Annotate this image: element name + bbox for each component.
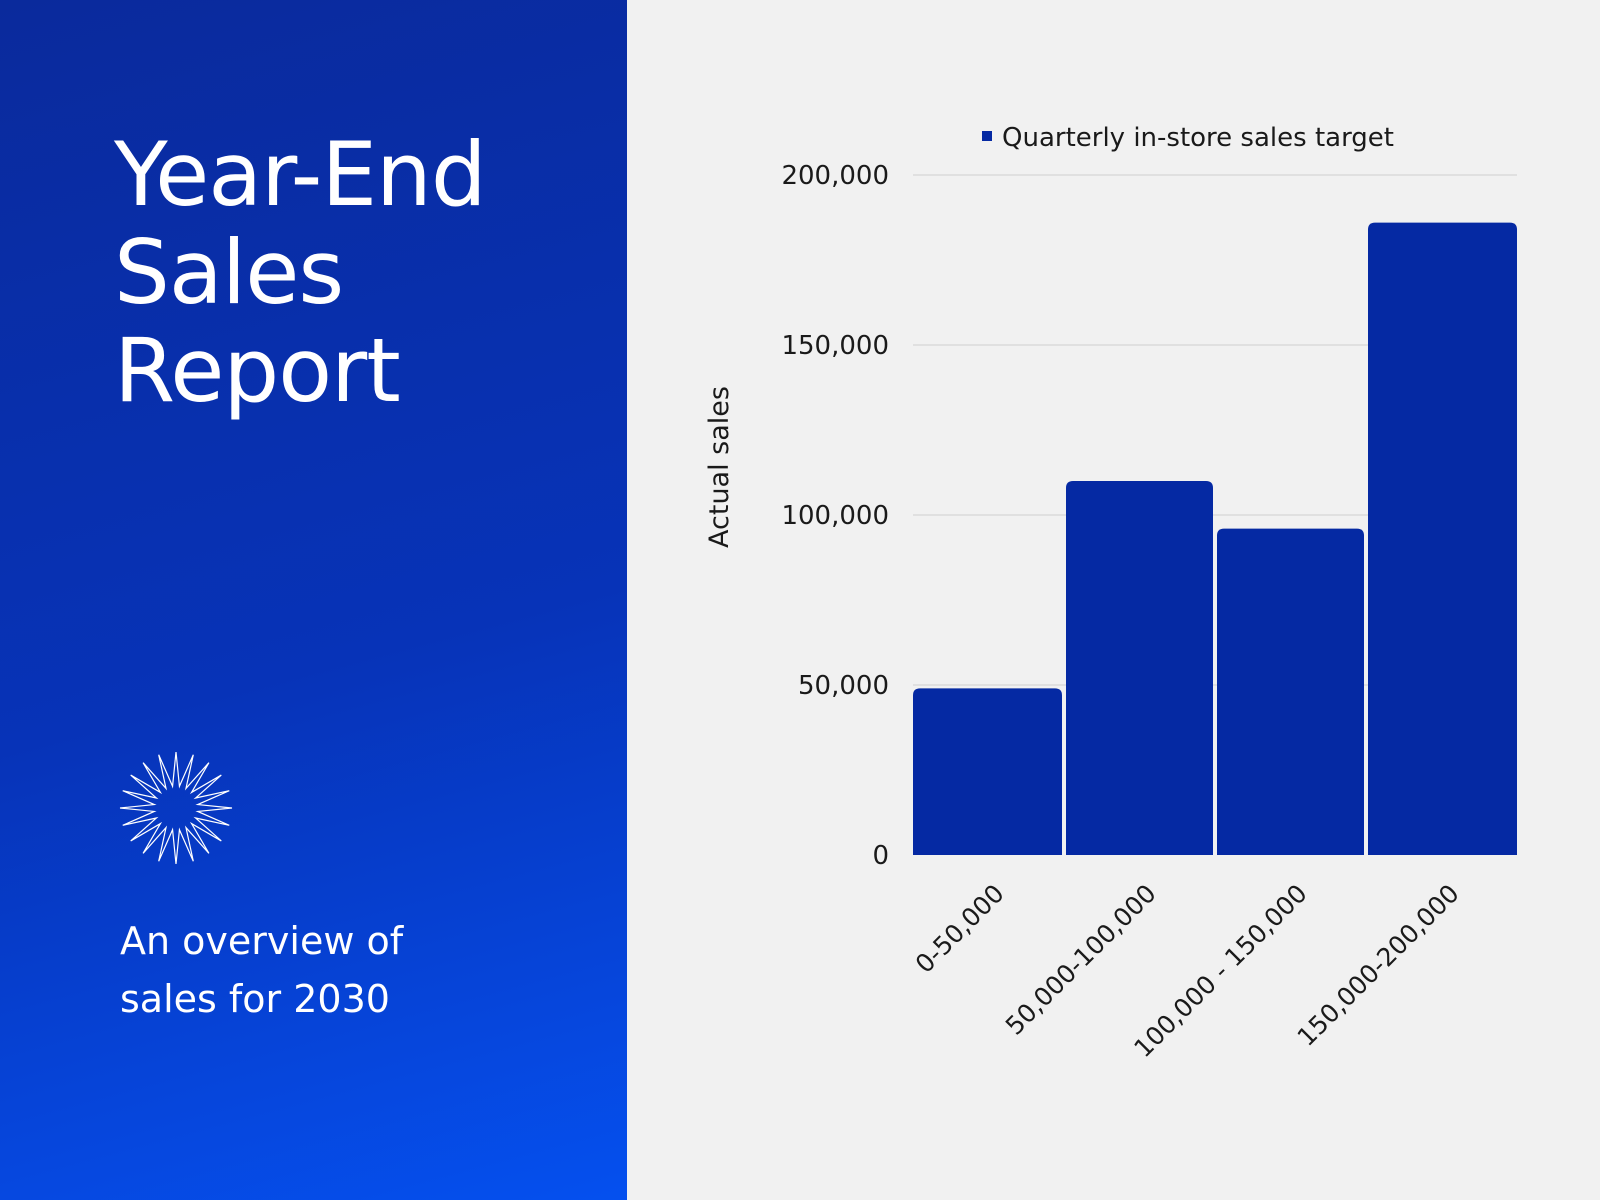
title-panel: Year-End Sales Report An overview of sal… <box>0 0 627 1200</box>
x-tick-label: 100,000 - 150,000 <box>1128 879 1312 1063</box>
x-tick-label: 150,000-200,000 <box>1292 879 1465 1052</box>
y-axis-title: Actual sales <box>704 386 735 548</box>
report-subtitle-line-1: An overview of <box>120 919 404 963</box>
report-title-line-2: Sales <box>114 221 344 324</box>
x-tick-label: 0-50,000 <box>910 879 1010 979</box>
legend-swatch <box>982 131 992 141</box>
report-title-line-3: Report <box>114 319 401 422</box>
legend: Quarterly in-store sales target <box>982 123 1394 153</box>
report-subtitle-line-2: sales for 2030 <box>120 977 390 1021</box>
chart-area: 0 50,000 100,000 150,000 200,000 0-50,000 50,… <box>627 0 1600 1200</box>
report-subtitle: An overview of sales for 2030 <box>120 912 580 1028</box>
bar-1 <box>1066 481 1213 855</box>
report-title: Year-End Sales Report <box>114 126 594 420</box>
x-tick-label: 50,000-100,000 <box>1000 879 1162 1041</box>
legend-label: Quarterly in-store sales target <box>1002 123 1394 153</box>
y-tick-label: 100,000 <box>781 501 889 531</box>
y-tick-label: 50,000 <box>798 671 889 701</box>
report-title-line-1: Year-End <box>114 123 487 226</box>
y-axis-ticks: 0 50,000 100,000 150,000 200,000 <box>781 161 889 871</box>
y-tick-label: 200,000 <box>781 161 889 191</box>
bar-0 <box>913 688 1062 855</box>
sales-bar-chart: 0 50,000 100,000 150,000 200,000 0-50,00050,… <box>704 123 1517 1063</box>
starburst-icon <box>119 751 233 865</box>
y-tick-label: 0 <box>872 841 889 871</box>
bar-2 <box>1217 528 1364 855</box>
bars <box>913 222 1517 856</box>
y-tick-label: 150,000 <box>781 331 889 361</box>
bar-3 <box>1368 222 1517 856</box>
